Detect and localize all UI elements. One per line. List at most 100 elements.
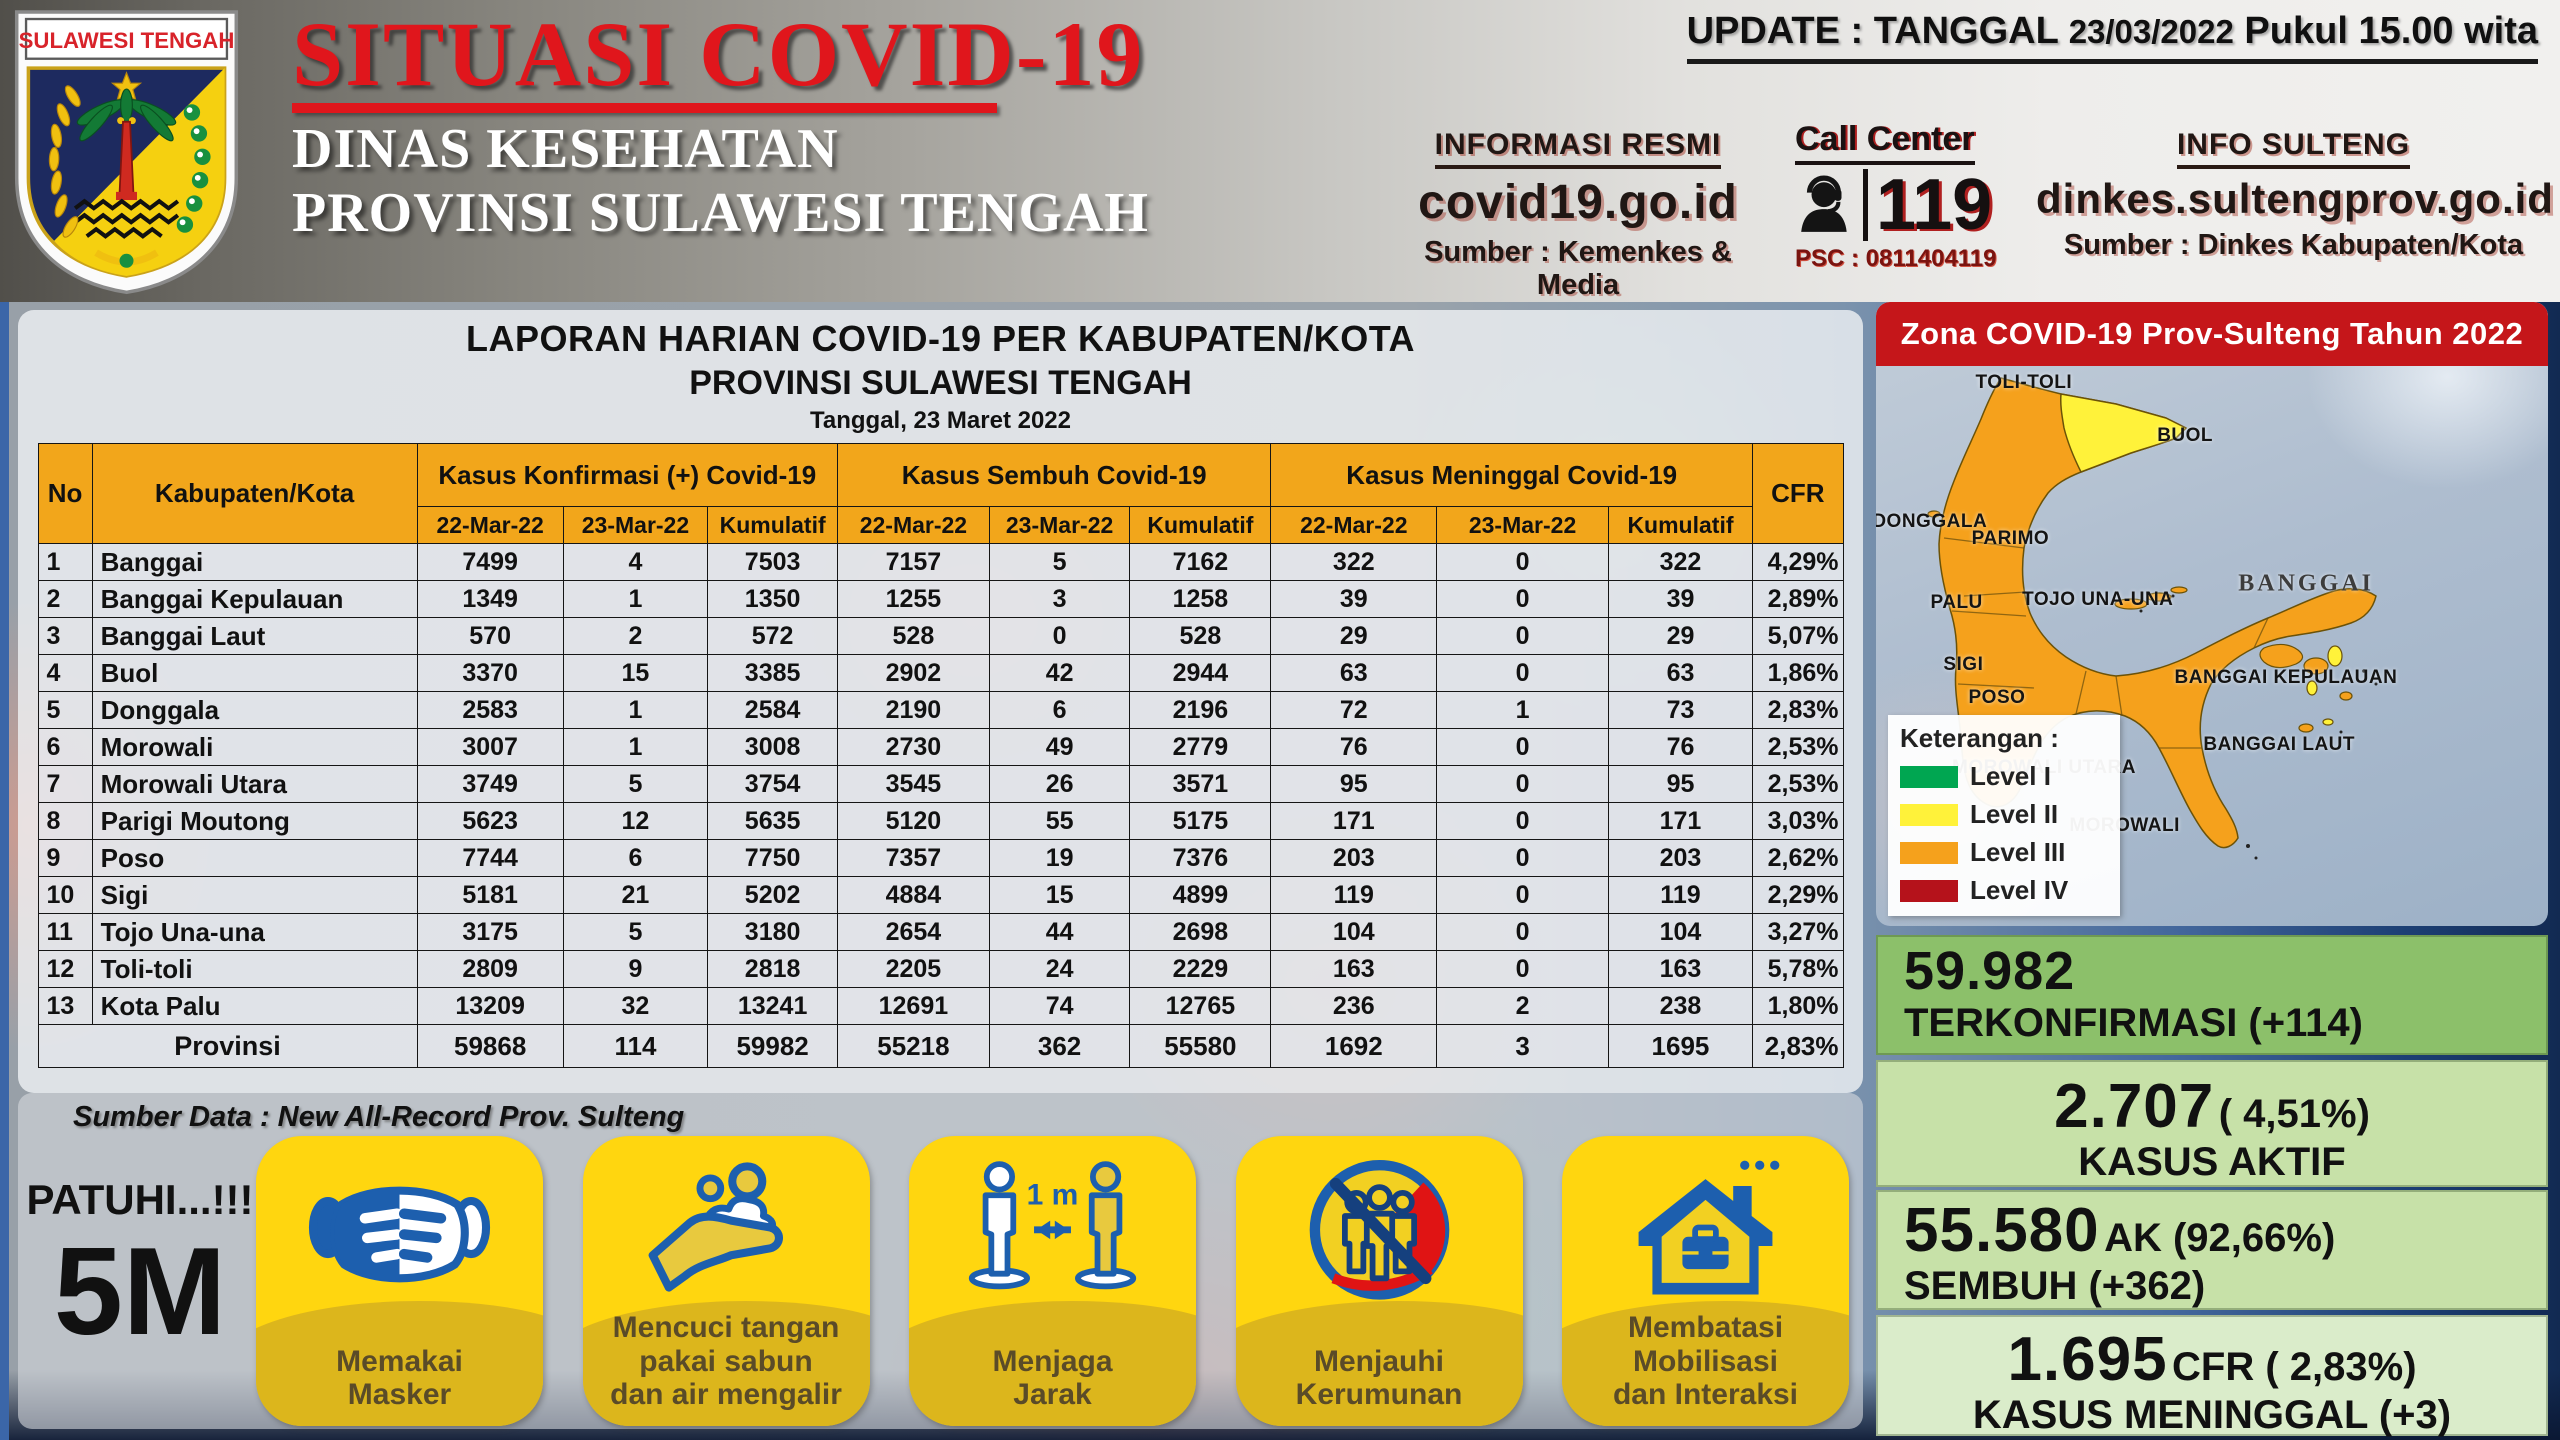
- sulteng-info-source: Sumber : Dinkes Kabupaten/Kota: [2063, 229, 2524, 261]
- table-row: 4 Buol 3370 15 3385 2902 42 2944 63 0 63 1,86%: [37, 654, 1844, 692]
- daily-report-panel: LAPORAN HARIAN COVID-19 PER KABUPATEN/KO…: [18, 310, 1863, 1093]
- zone-map-title: Zona COVID-19 Prov-Sulteng Tahun 2022: [1900, 316, 2524, 351]
- distance-icon: 1 m: [909, 1152, 1196, 1310]
- table-row: 12 Toli-toli 2809 9 2818 2205 24 2229 163 0 163 5,7…: [37, 950, 1844, 988]
- table-row: 10 Sigi 5181 21 5202 4884 15 4899 119 0 119 2,29%: [37, 876, 1844, 914]
- legend-swatch: [1900, 765, 1958, 788]
- legend-label: Level III: [1970, 837, 2066, 867]
- stat-label: SEMBUH (+362): [1904, 1264, 2206, 1309]
- report-date: Tanggal, 23 Maret 2022: [810, 407, 1071, 434]
- stat-value: 55.580: [1904, 1196, 2100, 1265]
- legend-swatch: [1900, 841, 1958, 864]
- region-name: Morowali: [91, 728, 418, 766]
- col-sub: 22-Mar-22: [1270, 506, 1438, 544]
- provincial-seal: SULAWESI TENGAH: [8, 5, 245, 297]
- stat-detail: AK (92,66%): [2104, 1216, 2336, 1260]
- col-no: No: [37, 443, 93, 544]
- report-subtitle: PROVINSI SULAWESI TENGAH: [689, 364, 1192, 402]
- official-info-site: covid19.go.id: [1418, 176, 1738, 229]
- subtitle-province: PROVINSI SULAWESI TENGAH: [292, 181, 1149, 244]
- update-prefix: UPDATE : TANGGAL: [1686, 10, 2059, 52]
- map-label-donggala: DONGGALA: [1876, 511, 1988, 533]
- protocol-cards: Memakai Masker Mencuci tangan pakai sabu…: [256, 1136, 1849, 1426]
- table-row: 5 Donggala 2583 1 2584 2190 6 2196 72 1 73 2,83%: [37, 691, 1844, 729]
- stat-label: KASUS MENINGGAL (+3): [1972, 1393, 2452, 1438]
- protocol-card-label: Menjaga Jarak: [992, 1344, 1113, 1412]
- no-crowd-icon: [1236, 1152, 1523, 1310]
- legend-item: Level III: [1900, 837, 2108, 868]
- stat-detail: CFR ( 2,83%): [2172, 1345, 2417, 1389]
- protocol-card-2: 1 m Menjaga Jarak: [909, 1136, 1196, 1426]
- col-group-2: Kasus Meninggal Covid-19: [1270, 443, 1754, 507]
- stat-box-1: 2.707 ( 4,51%) KASUS AKTIF: [1876, 1060, 2548, 1187]
- region-name: Toli-toli: [91, 950, 418, 988]
- col-sub: 22-Mar-22: [837, 506, 990, 544]
- col-group-1: Kasus Sembuh Covid-19: [837, 443, 1272, 507]
- subtitle-agency: DINAS KESEHATAN: [292, 117, 839, 180]
- map-label-poso: POSO: [1968, 687, 2026, 708]
- region-name: Banggai Kepulauan: [91, 580, 418, 618]
- sulteng-info-title: INFO SULTENG: [2176, 128, 2411, 169]
- region-name: Buol: [91, 654, 418, 692]
- call-agent-icon: [1801, 175, 1847, 232]
- region-name: Sigi: [91, 876, 418, 914]
- region-name: Banggai: [91, 543, 418, 581]
- region-name: Parigi Moutong: [91, 802, 418, 840]
- legend-item: Level I: [1900, 761, 2108, 792]
- zone-map-panel: Zona COVID-19 Prov-Sulteng Tahun 2022: [1876, 302, 2548, 926]
- col-sub: 23-Mar-22: [988, 506, 1131, 544]
- col-cfr: CFR: [1752, 443, 1844, 544]
- update-date: 23/03/2022: [2068, 13, 2234, 50]
- legend-swatch: [1900, 803, 1958, 826]
- region-name: Donggala: [91, 691, 418, 729]
- region-name: Banggai Laut: [91, 617, 418, 655]
- protocol-card-3: Menjauhi Kerumunan: [1235, 1136, 1523, 1426]
- report-title: LAPORAN HARIAN COVID-19 PER KABUPATEN/KO…: [465, 318, 1416, 359]
- legend-title: Keterangan :: [1900, 723, 2059, 753]
- col-sub: Kumulatif: [1129, 506, 1272, 544]
- protocol-card-label: Menjauhi Kerumunan: [1295, 1344, 1463, 1412]
- update-time: Pukul 15.00 wita: [2244, 10, 2538, 52]
- main-content: LAPORAN HARIAN COVID-19 PER KABUPATEN/KO…: [0, 302, 2560, 1440]
- seal-banner-text: SULAWESI TENGAH: [19, 28, 235, 53]
- protocol-card-0: Memakai Masker: [256, 1136, 543, 1426]
- map-label-banggai-kepulauan: BANGGAI KEPULAUAN: [2174, 667, 2398, 689]
- protocol-card-1: Mencuci tangan pakai sabun dan air menga…: [582, 1136, 870, 1426]
- col-sub: Kumulatif: [1607, 506, 1754, 544]
- daily-report-table: No Kabupaten/Kota Kasus Konfirmasi (+) Cov…: [37, 443, 1844, 1068]
- table-row: 6 Morowali 3007 1 3008 2730 49 2779 76 0 76 2,53%: [37, 728, 1844, 766]
- legend-label: Level II: [1970, 799, 2059, 829]
- table-row: 3 Banggai Laut 570 2 572 528 0 528 29 0 29 5,07%: [37, 617, 1844, 655]
- svg-text:1 m: 1 m: [1027, 1178, 1079, 1211]
- legend-label: Level IV: [1970, 875, 2069, 905]
- table-row: 7 Morowali Utara 3749 5 3754 3545 26 3571 95 0 95 2…: [37, 765, 1844, 803]
- protocol-card-4: Membatasi Mobilisasi dan Interaksi: [1562, 1136, 1849, 1426]
- official-info-block: INFORMASI RESMI covid19.go.id Sumber : K…: [1392, 128, 1764, 302]
- legend-label: Level I: [1970, 761, 2051, 791]
- table-row: 8 Parigi Moutong 5623 12 5635 5120 55 5175 171 0 1…: [37, 802, 1844, 840]
- sulteng-info-block: INFO SULTENG dinkes.sultengprov.go.id Su…: [2036, 128, 2553, 262]
- map-label-palu: PALU: [1930, 592, 1983, 614]
- patuhi-block: PATUHI...!!! 5M: [24, 1136, 256, 1426]
- header: SULAWESI TENGAH: [0, 0, 2560, 302]
- title-underline: [292, 102, 997, 113]
- stay-home-icon: [1562, 1152, 1849, 1310]
- table-row: 11 Tojo Una-una 3175 5 3180 2654 44 2698 104 0 104…: [37, 913, 1844, 951]
- region-name: Poso: [91, 839, 418, 877]
- call-center-number: 119: [1863, 169, 1992, 241]
- page-title: SITUASI COVID-19: [292, 3, 1145, 105]
- stat-value: 2.707: [2054, 1072, 2215, 1141]
- protocol-card-label: Membatasi Mobilisasi dan Interaksi: [1612, 1311, 1799, 1412]
- mask-icon: [256, 1152, 543, 1310]
- map-legend: Keterangan : Level I Level II Level III …: [1888, 715, 2120, 916]
- legend-item: Level II: [1900, 799, 2108, 830]
- map-label-parimo: PARIMO: [1971, 527, 2050, 549]
- data-source-note: Sumber Data : New All-Record Prov. Sulte…: [73, 1101, 685, 1133]
- region-name: Tojo Una-una: [91, 913, 418, 951]
- table-row: 1 Banggai 7499 4 7503 7157 5 7162 322 0 322 4,29%: [37, 543, 1844, 581]
- stat-box-0: 59.982 TERKONFIRMASI (+114): [1876, 935, 2548, 1055]
- col-sub: 23-Mar-22: [562, 506, 709, 544]
- table-head: No Kabupaten/Kota Kasus Konfirmasi (+) Cov…: [37, 443, 1844, 544]
- map-label-banggai: BANGGAI: [2238, 570, 2374, 597]
- official-info-title: INFORMASI RESMI: [1434, 128, 1722, 169]
